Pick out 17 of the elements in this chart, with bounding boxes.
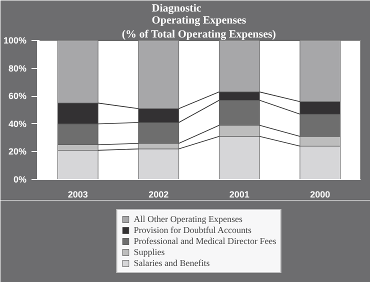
y-tick-label: 80%	[8, 63, 26, 74]
y-tick-label: 60%	[8, 91, 26, 102]
y-tick-label: 0%	[13, 174, 27, 184]
legend-label: All Other Operating Expenses	[134, 214, 242, 224]
chart-subtitle: (% of Total Operating Expenses)	[122, 28, 276, 40]
legend-label: Provision for Doubtful Accounts	[134, 225, 252, 235]
x-tick-label: 2000	[310, 190, 330, 200]
x-tick-label: 2002	[148, 190, 169, 200]
x-tick-label: 2001	[229, 190, 250, 200]
legend-label: Supplies	[134, 247, 165, 257]
y-tick-label: 40%	[8, 118, 26, 129]
legend-label: Professional and Medical Director Fees	[134, 236, 276, 246]
x-tick-label: 2003	[68, 190, 88, 200]
y-tick-label: 100%	[3, 36, 27, 46]
y-tick-label: 20%	[8, 146, 26, 157]
legend-label: Salaries and Benefits	[134, 258, 210, 268]
chart-title: Diagnostic Operating Expenses	[152, 2, 247, 26]
